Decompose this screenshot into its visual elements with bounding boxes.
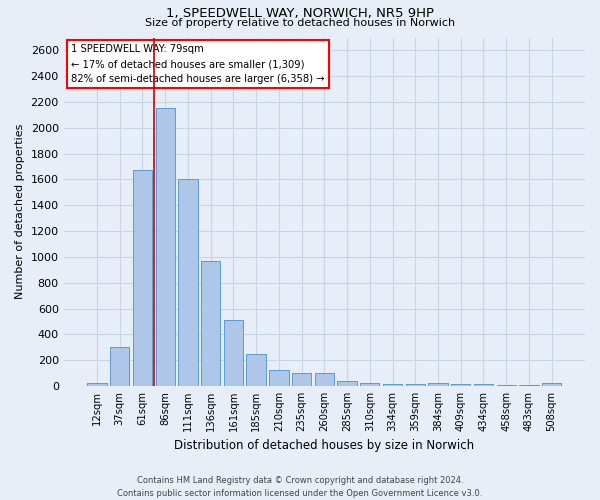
Bar bbox=[383, 384, 402, 386]
Bar bbox=[451, 384, 470, 386]
Bar bbox=[110, 347, 130, 386]
Bar bbox=[201, 261, 220, 386]
Bar bbox=[314, 373, 334, 386]
Bar bbox=[337, 381, 357, 386]
Text: 1, SPEEDWELL WAY, NORWICH, NR5 9HP: 1, SPEEDWELL WAY, NORWICH, NR5 9HP bbox=[166, 8, 434, 20]
Bar bbox=[178, 180, 197, 386]
Text: 1 SPEEDWELL WAY: 79sqm
← 17% of detached houses are smaller (1,309)
82% of semi-: 1 SPEEDWELL WAY: 79sqm ← 17% of detached… bbox=[71, 44, 325, 84]
Text: Size of property relative to detached houses in Norwich: Size of property relative to detached ho… bbox=[145, 18, 455, 28]
Bar bbox=[406, 384, 425, 386]
Bar bbox=[542, 384, 562, 386]
X-axis label: Distribution of detached houses by size in Norwich: Distribution of detached houses by size … bbox=[174, 440, 475, 452]
Bar bbox=[155, 108, 175, 386]
Bar bbox=[88, 384, 107, 386]
Bar bbox=[247, 354, 266, 386]
Bar bbox=[474, 384, 493, 386]
Bar bbox=[269, 370, 289, 386]
Y-axis label: Number of detached properties: Number of detached properties bbox=[15, 124, 25, 300]
Text: Contains HM Land Registry data © Crown copyright and database right 2024.
Contai: Contains HM Land Registry data © Crown c… bbox=[118, 476, 482, 498]
Bar bbox=[292, 373, 311, 386]
Bar bbox=[133, 170, 152, 386]
Bar bbox=[224, 320, 243, 386]
Bar bbox=[428, 384, 448, 386]
Bar bbox=[360, 384, 379, 386]
